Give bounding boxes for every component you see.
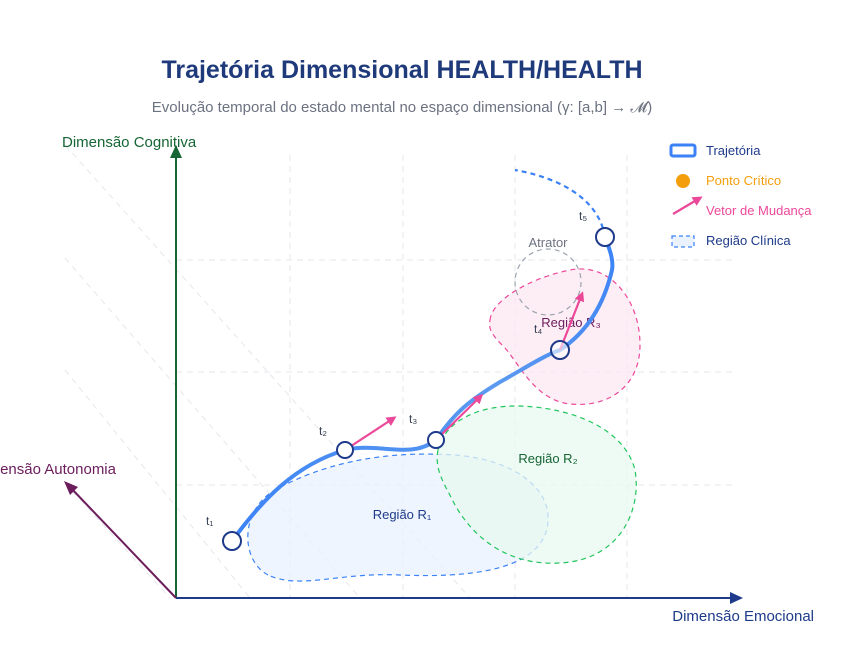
chart-title: Trajetória Dimensional HEALTH/HEALTH	[161, 56, 642, 84]
trajectory-path	[230, 235, 615, 543]
legend-critical-point-swatch	[676, 174, 690, 188]
legend-trajectory-label: Trajetória	[706, 143, 761, 158]
change-vector-t4	[558, 291, 585, 351]
legend-critical-point-label: Ponto Crítico	[706, 173, 781, 188]
region-r2	[436, 405, 637, 564]
time-label-t5: t₅	[579, 209, 587, 223]
time-point-t2[interactable]	[336, 441, 354, 459]
z-axis	[64, 481, 177, 599]
chart-subtitle: Evolução temporal do estado mental no es…	[152, 99, 652, 116]
change-vector-t2	[344, 416, 397, 451]
region-r1-label: Região R₁	[373, 507, 432, 522]
legend-clinical-region-swatch	[671, 235, 695, 248]
time-point-t1[interactable]	[222, 531, 242, 551]
legend-change-vector-swatch	[672, 196, 703, 215]
change-vector-t3	[435, 393, 484, 441]
legend-clinical-region-label: Região Clínica	[706, 233, 791, 248]
time-label-t3: t₃	[409, 412, 417, 426]
time-label-t1: t₁	[206, 514, 213, 528]
legend-change-vector-label: Vetor de Mudança	[706, 203, 812, 218]
x-axis-label: Dimensão Emocional	[672, 608, 814, 625]
attractor-circle	[514, 248, 582, 316]
y-axis-label: Dimensão Cognitiva	[62, 134, 197, 151]
legend: Trajetória Ponto Crítico Vetor de Mudanç…	[669, 143, 812, 248]
attractor-label: Atrator	[528, 235, 568, 250]
time-label-t4: t₄	[534, 322, 542, 336]
time-label-t2: t₂	[319, 424, 327, 438]
region-r2-label: Região R₂	[518, 451, 577, 466]
x-axis	[176, 592, 743, 604]
time-point-t5[interactable]	[595, 227, 615, 247]
y-axis	[170, 145, 182, 598]
trajectory-future-path	[514, 168, 607, 238]
z-axis-label: Dimensão Autonomia	[0, 461, 117, 478]
time-point-t3[interactable]	[427, 431, 445, 449]
legend-trajectory-swatch	[669, 143, 697, 158]
time-point-t4[interactable]	[550, 340, 570, 360]
